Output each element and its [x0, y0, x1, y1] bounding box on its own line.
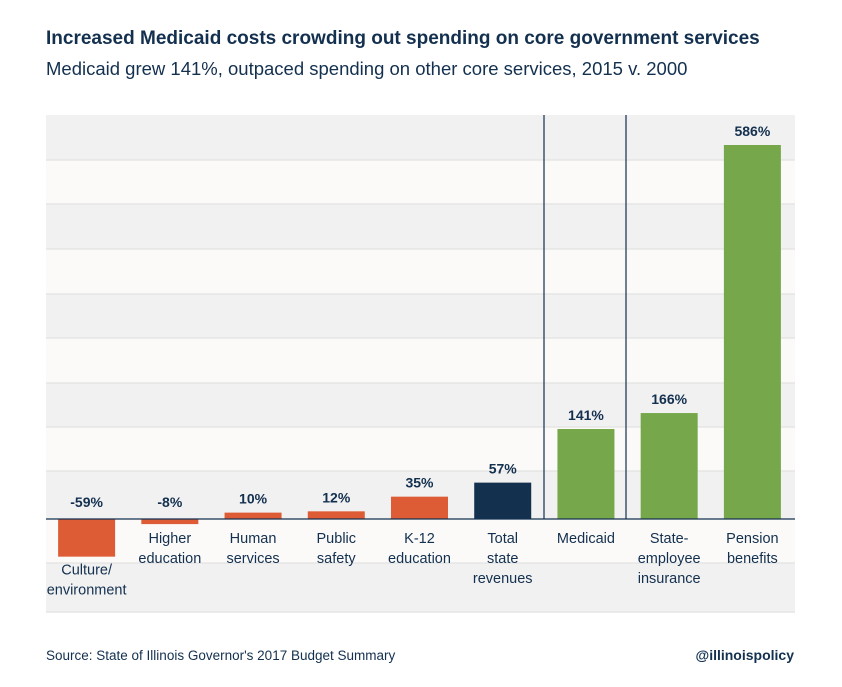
- category-label: education: [388, 551, 451, 567]
- chart-title: Increased Medicaid costs crowding out sp…: [46, 28, 760, 49]
- category-label: benefits: [727, 551, 778, 567]
- data-label: 35%: [405, 475, 434, 491]
- bar: [141, 519, 199, 525]
- category-label: K-12: [404, 531, 435, 547]
- bar: [224, 512, 282, 519]
- data-label: 57%: [489, 461, 518, 477]
- bar: [391, 496, 448, 519]
- category-label: services: [226, 551, 279, 567]
- grid-band: [46, 204, 795, 249]
- data-label: -59%: [70, 494, 103, 510]
- brand-handle: @illinoispolicy: [695, 647, 794, 663]
- grid-band: [46, 115, 795, 160]
- category-label: Public: [317, 531, 357, 547]
- data-label: 12%: [322, 489, 351, 505]
- bar: [307, 511, 365, 519]
- bar: [58, 519, 116, 557]
- category-label: Culture/: [61, 563, 113, 579]
- category-label: insurance: [638, 571, 701, 587]
- chart-subtitle: Medicaid grew 141%, outpaced spending on…: [46, 58, 688, 79]
- bar: [723, 145, 781, 519]
- data-label: 141%: [568, 407, 604, 423]
- category-label: state: [487, 551, 518, 567]
- data-label: 10%: [239, 491, 268, 507]
- grid-band: [46, 563, 795, 612]
- category-label: revenues: [473, 571, 533, 587]
- grid-band: [46, 294, 795, 338]
- data-label: 166%: [651, 391, 687, 407]
- source-note: Source: State of Illinois Governor's 201…: [46, 648, 396, 663]
- bar: [557, 429, 615, 519]
- category-label: Higher: [148, 531, 191, 547]
- grid-band: [46, 160, 795, 204]
- grid-band: [46, 519, 795, 563]
- category-label: education: [138, 551, 201, 567]
- category-label: Human: [230, 531, 277, 547]
- category-label: Medicaid: [557, 531, 615, 547]
- category-label: State-: [650, 531, 689, 547]
- grid-band: [46, 338, 795, 383]
- data-label: 586%: [734, 123, 770, 139]
- bar: [474, 482, 532, 519]
- data-label: -8%: [157, 494, 182, 510]
- category-label: Pension: [726, 531, 778, 547]
- grid-band: [46, 249, 795, 294]
- category-label: employee: [638, 551, 701, 567]
- category-label: environment: [47, 583, 127, 599]
- bar: [640, 413, 698, 519]
- category-label: safety: [317, 551, 356, 567]
- category-label: Total: [487, 531, 518, 547]
